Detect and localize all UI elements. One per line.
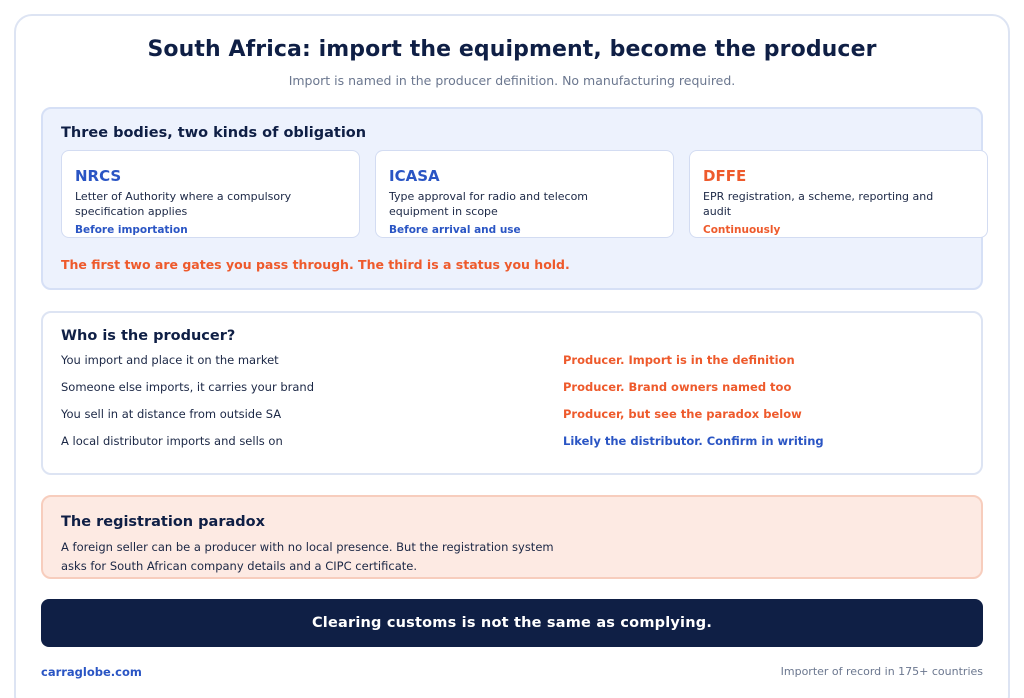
paradox-heading: The registration paradox — [61, 514, 265, 530]
banner-text: Clearing customs is not the same as comp… — [311, 615, 713, 631]
body-name: DFFE — [703, 167, 747, 185]
body-name: NRCS — [75, 167, 122, 185]
body-description: Letter of Authority where a compulsory s… — [75, 190, 292, 218]
body-card-nrcs: NRCS Letter of Authority where a compuls… — [61, 150, 360, 238]
body-timing: Before arrival and use — [389, 224, 521, 236]
producer-row-scenario: Someone else imports, it carries your br… — [61, 380, 315, 394]
paradox-text: A foreign seller can be a producer with … — [61, 540, 554, 573]
body-description: Type approval for radio and telecom equi… — [389, 190, 589, 218]
producer-row-verdict: Producer. Brand owners named too — [563, 380, 792, 394]
body-timing: Before importation — [75, 224, 188, 236]
body-name: ICASA — [389, 167, 440, 185]
producer-row-scenario: You sell in at distance from outside SA — [61, 407, 282, 421]
producer-row-verdict: Producer, but see the paradox below — [563, 407, 802, 421]
body-timing: Continuously — [703, 224, 781, 236]
body-description: EPR registration, a scheme, reporting an… — [703, 190, 934, 218]
producer-heading: Who is the producer? — [61, 328, 236, 344]
conclusion-banner: Clearing customs is not the same as comp… — [41, 599, 983, 647]
bodies-note: The first two are gates you pass through… — [61, 257, 570, 272]
bodies-heading: Three bodies, two kinds of obligation — [61, 125, 367, 141]
footer-tagline: Importer of record in 175+ countries — [780, 665, 983, 678]
producer-row-verdict: Likely the distributor. Confirm in writi… — [563, 434, 824, 448]
producer-row-scenario: You import and place it on the market — [61, 353, 279, 367]
body-card-dffe: DFFE EPR registration, a scheme, reporti… — [689, 150, 988, 238]
producer-panel — [41, 311, 983, 475]
page-title: South Africa: import the equipment, beco… — [147, 37, 877, 62]
body-card-icasa: ICASA Type approval for radio and teleco… — [375, 150, 674, 238]
producer-row-scenario: A local distributor imports and sells on — [61, 434, 283, 448]
producer-row-verdict: Producer. Import is in the definition — [563, 353, 795, 367]
paradox-panel — [41, 495, 983, 579]
page-subtitle: Import is named in the producer definiti… — [288, 73, 736, 88]
footer-site-link[interactable]: carraglobe.com — [41, 665, 142, 679]
